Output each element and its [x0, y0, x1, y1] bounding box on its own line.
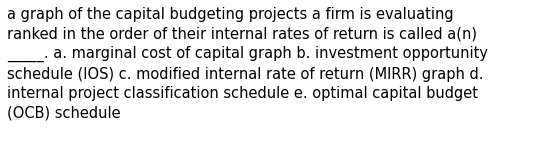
Text: a graph of the capital budgeting projects a firm is evaluating
ranked in the ord: a graph of the capital budgeting project…	[7, 7, 488, 121]
